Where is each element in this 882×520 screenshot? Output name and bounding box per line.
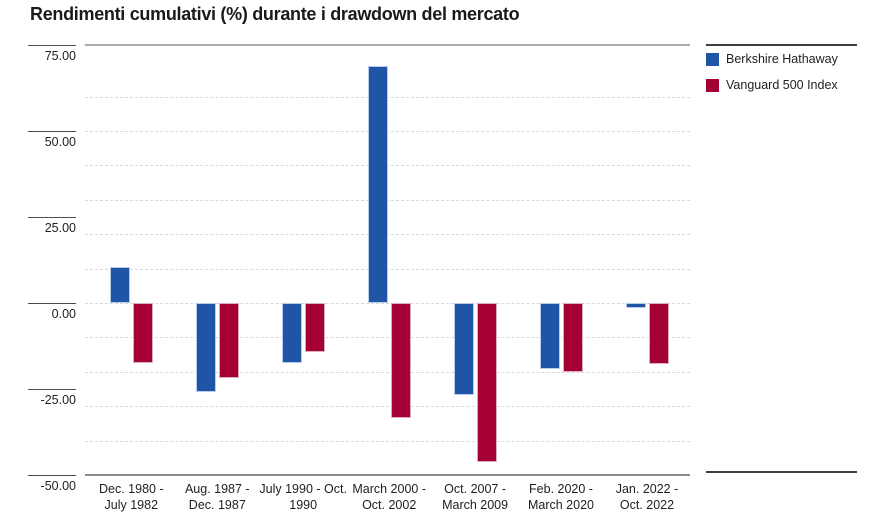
- gridline: [85, 406, 690, 407]
- y-axis-label: 0.00: [51, 307, 76, 321]
- legend-item-vanguard-500-index: Vanguard 500 Index: [706, 78, 838, 92]
- x-axis-category-line: Aug. 1987 -: [184, 482, 250, 496]
- x-axis-category-line: July 1982: [104, 498, 159, 512]
- x-axis-category-line: Oct. 2002: [362, 498, 417, 512]
- x-axis-category-label: Oct. 2007 - March 2009: [427, 481, 523, 513]
- y-axis-label: -25.00: [40, 393, 76, 407]
- x-axis-category-line: Oct. 2022: [619, 498, 675, 512]
- y-axis-tick: [28, 475, 76, 476]
- x-axis-category-line: Oct. 2007 -: [444, 482, 507, 496]
- bar-vanguard-500-index: [390, 303, 411, 418]
- x-axis-category-label: March 2000 - Oct. 2002: [341, 481, 437, 513]
- bar-vanguard-500-index: [562, 303, 583, 372]
- bar-berkshire-hathaway: [539, 303, 560, 369]
- x-axis-category-line: March 2009: [442, 498, 509, 512]
- gridline: [85, 441, 690, 442]
- bar-vanguard-500-index: [304, 303, 325, 352]
- bar-vanguard-500-index: [132, 303, 153, 363]
- x-axis-category-line: March 2000 -: [352, 482, 427, 496]
- y-axis-label: -50.00: [40, 479, 76, 493]
- x-axis-category-line: Dec. 1987: [188, 498, 246, 512]
- legend-label: Vanguard 500 Index: [726, 78, 838, 92]
- legend-top-rule: [706, 44, 857, 46]
- x-axis-category-label: Jan. 2022 - Oct. 2022: [599, 481, 695, 513]
- x-axis-category-label: Dec. 1980 - July 1982: [83, 481, 179, 513]
- legend-item-berkshire-hathaway: Berkshire Hathaway: [706, 52, 838, 66]
- x-axis-category-line: March 2020: [527, 498, 594, 512]
- gridline: [85, 303, 690, 304]
- y-axis-label: 75.00: [44, 49, 76, 63]
- y-axis-tick: [28, 217, 76, 218]
- bar-berkshire-hathaway: [453, 303, 474, 395]
- x-axis-category-label: July 1990 - Oct. 1990: [255, 481, 351, 513]
- plot-top-border: [85, 44, 690, 46]
- legend-swatch-vanguard-500-index: [706, 78, 719, 92]
- x-axis-category-line: Dec. 1980 -: [98, 482, 164, 496]
- y-axis-label: 50.00: [44, 135, 76, 149]
- y-axis-tick: [28, 389, 76, 390]
- y-axis-tick: [28, 303, 76, 304]
- legend-bottom-rule: [706, 471, 857, 473]
- bar-berkshire-hathaway: [109, 267, 130, 303]
- bar-vanguard-500-index: [218, 303, 239, 378]
- legend-label: Berkshire Hathaway: [726, 52, 838, 66]
- chart-title: Rendimenti cumulativi (%) durante i draw…: [30, 4, 520, 24]
- y-axis-tick: [28, 131, 76, 132]
- y-axis-label: 25.00: [44, 221, 76, 235]
- plot-bottom-border: [85, 474, 690, 476]
- bar-vanguard-500-index: [648, 303, 669, 364]
- gridline: [85, 337, 690, 338]
- bar-berkshire-hathaway: [195, 303, 216, 392]
- x-axis-category-line: July 1990 - Oct.: [259, 482, 347, 496]
- x-axis-category-label: Feb. 2020 - March 2020: [513, 481, 609, 513]
- y-axis-tick: [28, 45, 76, 46]
- bar-berkshire-hathaway: [281, 303, 302, 363]
- legend-swatch-berkshire-hathaway: [706, 52, 719, 66]
- gridline: [85, 372, 690, 373]
- bar-berkshire-hathaway: [367, 66, 388, 303]
- bar-vanguard-500-index: [476, 303, 497, 462]
- x-axis-category-line: 1990: [289, 498, 318, 512]
- x-axis-category-line: Feb. 2020 -: [529, 482, 593, 496]
- x-axis-category-line: Jan. 2022 -: [615, 482, 679, 496]
- bar-berkshire-hathaway: [625, 303, 646, 308]
- x-axis-category-label: Aug. 1987 - Dec. 1987: [169, 481, 265, 513]
